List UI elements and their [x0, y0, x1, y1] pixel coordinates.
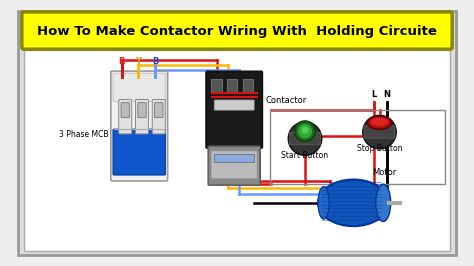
FancyBboxPatch shape — [214, 154, 254, 162]
Text: R: R — [118, 57, 125, 66]
FancyBboxPatch shape — [211, 151, 257, 178]
Text: Motor: Motor — [372, 168, 396, 177]
FancyBboxPatch shape — [18, 11, 456, 255]
Ellipse shape — [376, 184, 391, 222]
FancyBboxPatch shape — [118, 99, 132, 134]
FancyBboxPatch shape — [208, 146, 260, 185]
FancyBboxPatch shape — [227, 80, 237, 92]
Text: L: L — [371, 90, 376, 99]
Ellipse shape — [318, 186, 329, 219]
Circle shape — [298, 124, 312, 139]
Circle shape — [363, 115, 396, 149]
FancyBboxPatch shape — [152, 99, 165, 134]
FancyBboxPatch shape — [214, 100, 254, 110]
Text: Start Button: Start Button — [282, 151, 328, 160]
Text: B: B — [152, 57, 158, 66]
FancyBboxPatch shape — [24, 50, 450, 251]
Circle shape — [301, 126, 309, 134]
FancyBboxPatch shape — [243, 80, 253, 92]
Ellipse shape — [370, 117, 389, 126]
Text: How To Make Contactor Wiring With  Holding Circuite: How To Make Contactor Wiring With Holdin… — [37, 25, 437, 38]
FancyBboxPatch shape — [155, 103, 163, 118]
Text: Contactor: Contactor — [266, 96, 307, 105]
FancyBboxPatch shape — [138, 103, 146, 118]
FancyBboxPatch shape — [113, 129, 165, 175]
Circle shape — [295, 121, 315, 142]
Text: Stop Button: Stop Button — [357, 144, 402, 153]
FancyBboxPatch shape — [121, 103, 129, 118]
Circle shape — [288, 122, 322, 155]
FancyBboxPatch shape — [136, 99, 148, 134]
Ellipse shape — [318, 180, 389, 226]
FancyBboxPatch shape — [206, 72, 262, 148]
Text: N: N — [383, 90, 391, 99]
FancyBboxPatch shape — [211, 80, 222, 92]
FancyBboxPatch shape — [290, 132, 320, 145]
Text: 3 Phase MCB: 3 Phase MCB — [59, 130, 109, 139]
FancyBboxPatch shape — [113, 73, 165, 101]
FancyBboxPatch shape — [364, 126, 395, 138]
FancyBboxPatch shape — [111, 71, 168, 181]
Text: Y: Y — [135, 57, 141, 66]
Ellipse shape — [367, 116, 392, 129]
FancyBboxPatch shape — [22, 12, 452, 49]
